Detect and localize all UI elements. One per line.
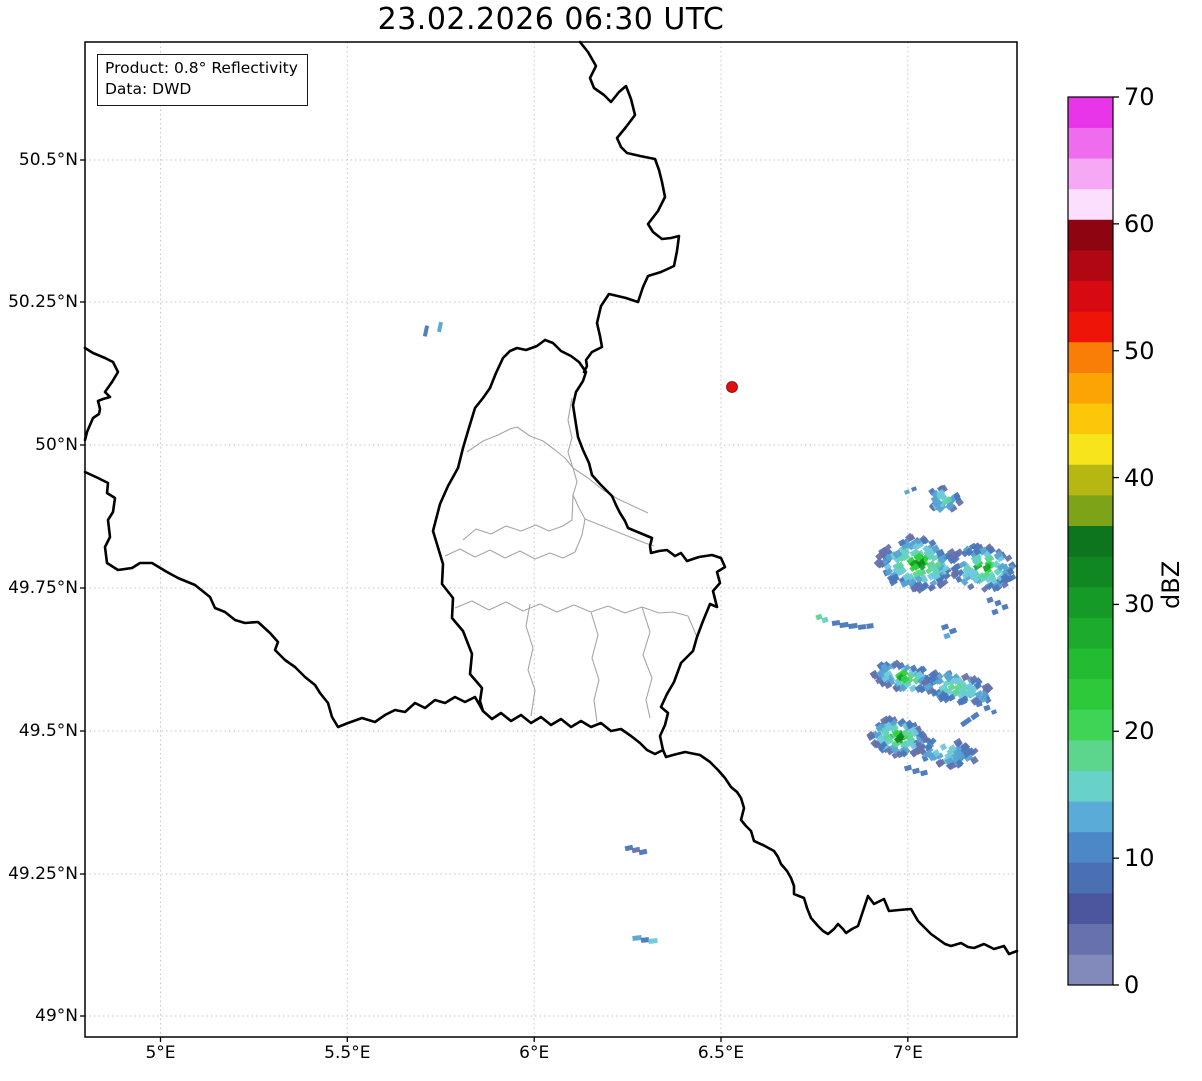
colorbar-tick-label: 60 [1124, 209, 1155, 238]
colorbar-tick-label: 0 [1124, 971, 1140, 999]
y-tick-label: 50.25°N [8, 292, 78, 312]
x-tick-label: 7°E [892, 1043, 923, 1063]
axis-tick-marks [80, 159, 909, 1042]
radar-echoes [422, 321, 1017, 944]
colorbar-tick-label: 10 [1124, 844, 1155, 873]
colorbar-tick-label: 20 [1124, 717, 1155, 746]
y-tick-label: 49.75°N [8, 578, 78, 598]
colorbar-tick-label: 50 [1124, 336, 1155, 365]
product-info-box: Product: 0.8° Reflectivity Data: DWD [97, 54, 308, 106]
product-label: Product: 0.8° Reflectivity [105, 59, 298, 77]
data-source-label: Data: DWD [105, 80, 192, 99]
x-tick-label: 5°E [145, 1043, 176, 1063]
y-tick-label: 50°N [35, 435, 78, 455]
plot-title: 23.02.2026 06:30 UTC [377, 2, 725, 37]
canton-borders [444, 397, 698, 723]
colorbar [1067, 96, 1119, 986]
y-tick-label: 49°N [35, 1006, 78, 1026]
x-tick-label: 6°E [519, 1043, 550, 1063]
y-tick-label: 49.5°N [18, 721, 78, 741]
colorbar-tick-label: 30 [1124, 590, 1155, 619]
radar-site-marker [726, 381, 738, 393]
colorbar-tick-label: 70 [1124, 83, 1155, 111]
grid-lines [85, 42, 1017, 1037]
y-tick-label: 49.25°N [8, 864, 78, 884]
country-borders [83, 40, 1019, 956]
colorbar-unit-label: dBZ [1157, 560, 1185, 609]
x-tick-label: 5.5°E [324, 1043, 371, 1063]
y-tick-label: 50.5°N [18, 150, 78, 170]
colorbar-tick-label: 40 [1124, 463, 1155, 492]
plot-frame [84, 41, 1018, 1038]
x-tick-label: 6.5°E [697, 1043, 745, 1063]
